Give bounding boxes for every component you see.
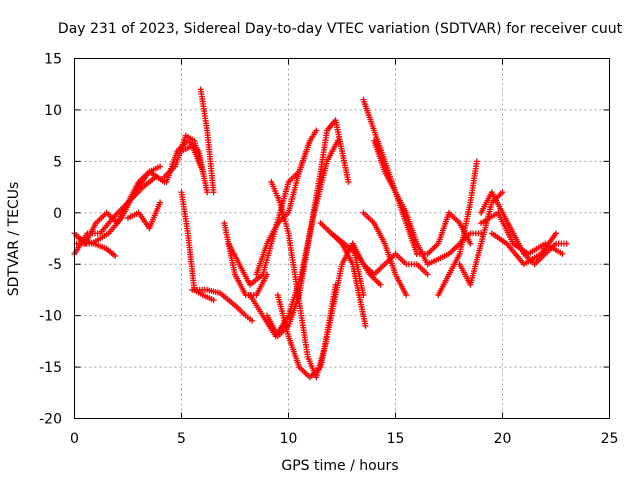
- y-tick-label: 0: [53, 206, 62, 222]
- data-point: [345, 178, 352, 185]
- series-arc-j: [178, 189, 217, 304]
- chart-title: Day 231 of 2023, Sidereal Day-to-day VTE…: [58, 21, 623, 37]
- data-point: [112, 252, 119, 259]
- y-tick-label: 10: [44, 103, 62, 119]
- x-tick-label: 20: [494, 431, 512, 447]
- data-marks: [71, 86, 570, 381]
- data-point: [563, 240, 570, 247]
- plot-frame: [74, 58, 610, 419]
- data-point: [362, 322, 369, 329]
- data-point: [377, 281, 384, 288]
- x-axis-label: GPS time / hours: [281, 458, 398, 474]
- series-arc-l: [221, 220, 271, 299]
- y-tick-label: -5: [48, 257, 62, 273]
- data-point: [157, 163, 164, 170]
- data-point: [157, 199, 164, 206]
- y-tick-label: -20: [39, 412, 62, 428]
- y-tick-label: 15: [44, 52, 62, 68]
- series-arc-i: [197, 86, 217, 196]
- series-arc-p: [264, 117, 352, 340]
- x-tick-label: 0: [70, 431, 79, 447]
- x-tick-label: 15: [387, 431, 405, 447]
- x-tick-label: 10: [280, 431, 298, 447]
- data-point: [210, 297, 217, 304]
- axis-ticks: [74, 58, 610, 419]
- y-tick-labels: -20 -15 -10 -5 0 5 10 15: [39, 52, 62, 428]
- series-arc-h: [178, 142, 206, 175]
- series-arc-ae: [488, 230, 559, 268]
- data-point: [403, 292, 410, 299]
- data-point: [313, 127, 320, 134]
- data-point: [553, 230, 559, 237]
- series-arc-y: [413, 209, 474, 257]
- data-point: [199, 168, 206, 175]
- x-tick-label: 5: [177, 431, 186, 447]
- series-arc-q: [268, 178, 339, 381]
- grid: [74, 58, 610, 419]
- data-point: [559, 250, 566, 257]
- x-tick-label: 25: [601, 431, 619, 447]
- series-arc-e: [125, 199, 164, 232]
- x-tick-labels: 0 5 10 15 20 25: [70, 431, 618, 447]
- series-arc-ad: [478, 209, 566, 257]
- data-point: [467, 240, 474, 247]
- series-arc-x: [360, 209, 410, 299]
- data-point: [210, 189, 217, 196]
- data-point: [473, 158, 480, 165]
- y-axis-label: SDTVAR / TECUs: [6, 182, 22, 297]
- series-arc-k: [189, 286, 256, 324]
- series-arc-d: [75, 235, 119, 259]
- series-arc-c: [71, 173, 159, 257]
- series-arc-ab: [456, 189, 506, 288]
- y-tick-label: -15: [39, 360, 62, 376]
- y-tick-label: 5: [53, 154, 62, 170]
- series-arc-w: [371, 137, 431, 268]
- data-point: [249, 317, 256, 324]
- series-arc-n: [253, 127, 320, 278]
- data-point: [204, 189, 211, 196]
- data-point: [499, 189, 506, 196]
- y-tick-label: -10: [39, 309, 62, 325]
- data-point: [424, 271, 431, 278]
- series-arc-aa: [435, 158, 480, 299]
- data-point: [152, 173, 159, 180]
